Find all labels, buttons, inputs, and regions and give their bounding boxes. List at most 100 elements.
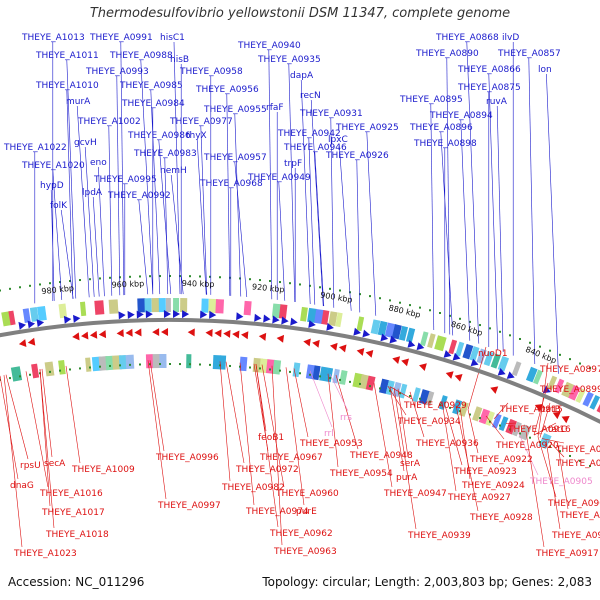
ring-dot xyxy=(309,284,311,287)
gene-label-plus: THEYE_A0857 xyxy=(497,49,561,59)
gene-label-plus: nemH xyxy=(160,166,187,176)
gene-label-minus: THEYE_A0915 xyxy=(499,405,563,415)
leader-line-minus xyxy=(549,441,565,458)
leader-line-minus xyxy=(293,368,309,438)
ring-dot xyxy=(289,370,291,373)
ring-dot xyxy=(379,387,381,390)
minus-strand-arrow xyxy=(276,334,285,343)
plus-strand-arrow xyxy=(416,342,425,351)
plus-strand-arrow xyxy=(353,327,362,336)
leader-line-plus xyxy=(496,105,504,353)
gene-block-plus xyxy=(589,394,600,410)
leader-line-minus xyxy=(255,363,279,528)
gene-label-plus: THEYE_A1002 xyxy=(77,117,141,127)
gene-block-plus xyxy=(511,361,522,377)
ring-dot xyxy=(259,279,261,282)
ring-dot xyxy=(59,281,61,284)
leader-line-plus xyxy=(234,113,242,297)
leader-line-minus xyxy=(327,373,339,468)
gene-block-plus xyxy=(321,310,330,325)
gene-label-minus: serA xyxy=(400,459,421,469)
gene-block-plus xyxy=(37,305,47,321)
ring-dot xyxy=(339,289,341,292)
leader-line-plus xyxy=(170,174,184,295)
plus-strand-arrow xyxy=(326,322,334,331)
gene-block-plus xyxy=(561,381,575,398)
ring-dot xyxy=(109,276,111,279)
gene-label-minus: THEYE_A0947 xyxy=(383,489,447,499)
gene-label-plus: THEYE_A0955 xyxy=(203,105,267,115)
ring-dot xyxy=(559,450,561,453)
gene-block-plus xyxy=(271,303,282,319)
ring-dot xyxy=(509,428,511,431)
gene-block-plus xyxy=(144,298,152,313)
minus-strand-arrow xyxy=(490,386,499,394)
leader-line-minus xyxy=(557,445,569,510)
gene-block-plus xyxy=(29,307,39,322)
gene-block-minus xyxy=(412,387,421,403)
gene-block-plus xyxy=(575,388,586,404)
gene-label-minus: THEYE_A0902 xyxy=(555,445,600,455)
ring-dot xyxy=(79,279,81,282)
gene-label-plus: THEYE_A0935 xyxy=(257,55,321,65)
gene-label-plus: THEYE_A0866 xyxy=(457,65,521,75)
kbp-tick-label: 940 kbp xyxy=(182,279,215,289)
gene-label-minus: purA xyxy=(396,473,418,483)
ring-dot xyxy=(9,287,11,290)
gene-label-plus: lon xyxy=(538,65,552,75)
gene-label-plus: THEYE_A0946 xyxy=(283,143,347,153)
gene-block-plus xyxy=(79,301,87,317)
minus-strand-arrow xyxy=(329,342,338,351)
kbp-tick-label: 900 kbp xyxy=(320,290,354,304)
gene-block-plus xyxy=(335,312,343,328)
ring-dot xyxy=(159,363,161,366)
leader-line-plus xyxy=(546,73,559,374)
gene-block-minus xyxy=(379,378,390,394)
gene-block-minus xyxy=(259,358,268,374)
leader-line-minus xyxy=(389,386,413,400)
minus-strand-arrow xyxy=(72,332,80,341)
plus-strand-arrow xyxy=(506,371,515,379)
gene-label-plus: THEYE_A0977 xyxy=(169,117,233,127)
plus-strand-arrow xyxy=(443,350,452,358)
ring-dot xyxy=(539,441,541,444)
ring-dot xyxy=(389,299,391,302)
minus-strand-arrow xyxy=(365,349,374,358)
gene-block-minus xyxy=(518,424,532,441)
gene-label-plus: folK xyxy=(50,201,68,211)
gene-label-plus: thyX xyxy=(186,131,207,141)
ring-dot xyxy=(219,364,221,367)
gene-block-minus xyxy=(312,365,321,381)
gene-label-plus: ilvD xyxy=(502,33,519,43)
ring-dot xyxy=(49,370,51,373)
gene-label-minus: THEYE_A0920 xyxy=(495,441,559,451)
gene-label-minus: THEYE_A0954 xyxy=(329,469,393,479)
gene-label-minus: feoB1 xyxy=(258,433,284,443)
gene-block-plus xyxy=(108,299,119,314)
gene-block-minus xyxy=(58,360,66,375)
ring-dot xyxy=(429,400,431,403)
gene-label-minus: THEYE_A0960 xyxy=(275,489,339,499)
gene-block-minus xyxy=(472,406,483,422)
ring-dot xyxy=(369,385,371,388)
leader-line-minus xyxy=(271,365,283,546)
ring-dot xyxy=(209,275,211,278)
gene-block-plus xyxy=(370,319,381,335)
gene-label-minus: THEYE_A0953 xyxy=(299,439,363,449)
minus-strand-arrow xyxy=(232,330,240,339)
gene-label-plus: lpxC xyxy=(328,135,348,145)
gene-label-plus: THEYE_A0940 xyxy=(237,41,301,51)
leader-line-plus xyxy=(278,181,286,301)
ring-dot xyxy=(79,367,81,370)
minus-strand-arrow xyxy=(205,328,213,337)
gene-label-plus: dapA xyxy=(290,71,314,81)
gene-label-minus: THEYE_A0905 xyxy=(529,477,593,487)
gene-block-plus xyxy=(215,299,225,314)
leader-line-minus xyxy=(373,382,393,488)
leader-line-minus xyxy=(455,405,479,512)
gene-block-plus xyxy=(455,341,465,357)
leader-line-minus xyxy=(539,402,551,438)
gene-block-minus xyxy=(159,353,167,369)
gene-block-minus xyxy=(44,361,55,377)
